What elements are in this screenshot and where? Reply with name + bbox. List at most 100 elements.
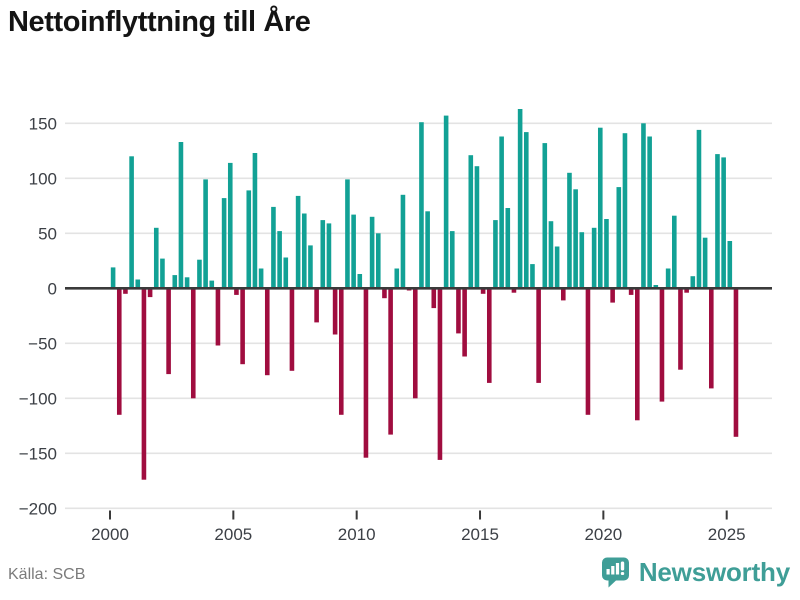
- bar: [357, 274, 363, 289]
- bar: [733, 288, 739, 437]
- bar: [271, 206, 276, 289]
- bar: [116, 288, 122, 415]
- bar: [647, 136, 652, 289]
- svg-text:100: 100: [29, 169, 57, 188]
- bar: [240, 288, 245, 365]
- bar: [178, 142, 184, 289]
- bar: [678, 288, 683, 370]
- bar: [554, 246, 560, 289]
- bar: [203, 179, 208, 289]
- newsworthy-logo: Newsworthy: [601, 557, 790, 588]
- bar: [579, 232, 585, 289]
- bar: [610, 288, 615, 303]
- bar: [499, 136, 504, 289]
- bar: [437, 288, 443, 460]
- bar: [394, 268, 400, 289]
- bar: [474, 166, 480, 289]
- bar: [425, 211, 430, 289]
- source-label: Källa: SCB: [8, 566, 86, 583]
- bar: [153, 227, 159, 289]
- bar: [375, 233, 381, 289]
- bar: [209, 280, 215, 289]
- bar: [431, 288, 437, 309]
- bar: [702, 237, 708, 289]
- bar: [234, 288, 239, 295]
- bar: [332, 288, 338, 335]
- bar: [295, 195, 301, 289]
- svg-text:0: 0: [48, 279, 57, 298]
- bar: [141, 288, 147, 480]
- svg-text:2020: 2020: [584, 525, 622, 544]
- bar: [314, 288, 319, 323]
- bar: [493, 220, 498, 289]
- speech-bubble-shape: [601, 557, 629, 588]
- bar: [289, 288, 295, 371]
- bar: [252, 153, 258, 289]
- bar: [308, 245, 313, 289]
- svg-text:−100: −100: [19, 389, 57, 408]
- bar: [129, 156, 134, 289]
- bar: [123, 288, 128, 294]
- bar: [721, 157, 726, 289]
- svg-text:2010: 2010: [338, 525, 376, 544]
- svg-text:−150: −150: [19, 444, 57, 463]
- bar: [591, 227, 597, 289]
- bar: [530, 264, 535, 289]
- bar: [345, 179, 350, 289]
- bar: [110, 267, 116, 289]
- bar: [197, 259, 202, 289]
- svg-text:2025: 2025: [708, 525, 746, 544]
- bar: [653, 285, 659, 289]
- bar: [221, 198, 227, 289]
- newsworthy-icon: [601, 557, 629, 588]
- bar: [468, 155, 474, 289]
- svg-text:2005: 2005: [214, 525, 252, 544]
- svg-text:−200: −200: [19, 499, 57, 518]
- bar: [160, 258, 165, 289]
- svg-text:−50: −50: [28, 334, 57, 353]
- svg-text:2015: 2015: [461, 525, 499, 544]
- bar: [604, 219, 609, 289]
- bar: [641, 123, 646, 289]
- bar: [277, 231, 282, 289]
- bar: [548, 221, 554, 289]
- bar: [215, 288, 221, 346]
- bar: [443, 115, 449, 289]
- bar: [363, 288, 369, 458]
- bar: [597, 127, 603, 289]
- bar: [264, 288, 270, 376]
- bar: [147, 288, 153, 298]
- svg-text:150: 150: [29, 114, 57, 133]
- bar: [635, 288, 640, 421]
- bar: [320, 220, 326, 289]
- bar: [326, 223, 332, 289]
- bar: [227, 162, 233, 289]
- bar: [517, 109, 523, 289]
- bar: [616, 187, 622, 289]
- bar: [283, 257, 289, 289]
- bar: [369, 216, 375, 289]
- bar: [511, 288, 517, 293]
- bar: [542, 143, 548, 289]
- bar: [628, 288, 634, 295]
- bar: [351, 214, 356, 289]
- bar: [665, 268, 671, 289]
- bar: [560, 288, 566, 301]
- bar: [672, 215, 677, 289]
- bar: [412, 288, 418, 399]
- logo-exclamation-stem: [620, 561, 625, 571]
- bar: [659, 288, 665, 402]
- bar: [709, 288, 714, 389]
- bar: [585, 288, 591, 415]
- logo-bar-3: [615, 563, 619, 575]
- bar: [135, 279, 141, 289]
- bar: [382, 288, 387, 299]
- bar: [172, 275, 178, 289]
- bar: [388, 288, 393, 435]
- logo-bar-1: [606, 569, 610, 575]
- logo-exclamation-dot: [620, 572, 625, 575]
- bar: [622, 133, 628, 289]
- bar: [567, 172, 572, 289]
- newsworthy-wordmark: Newsworthy: [638, 557, 790, 587]
